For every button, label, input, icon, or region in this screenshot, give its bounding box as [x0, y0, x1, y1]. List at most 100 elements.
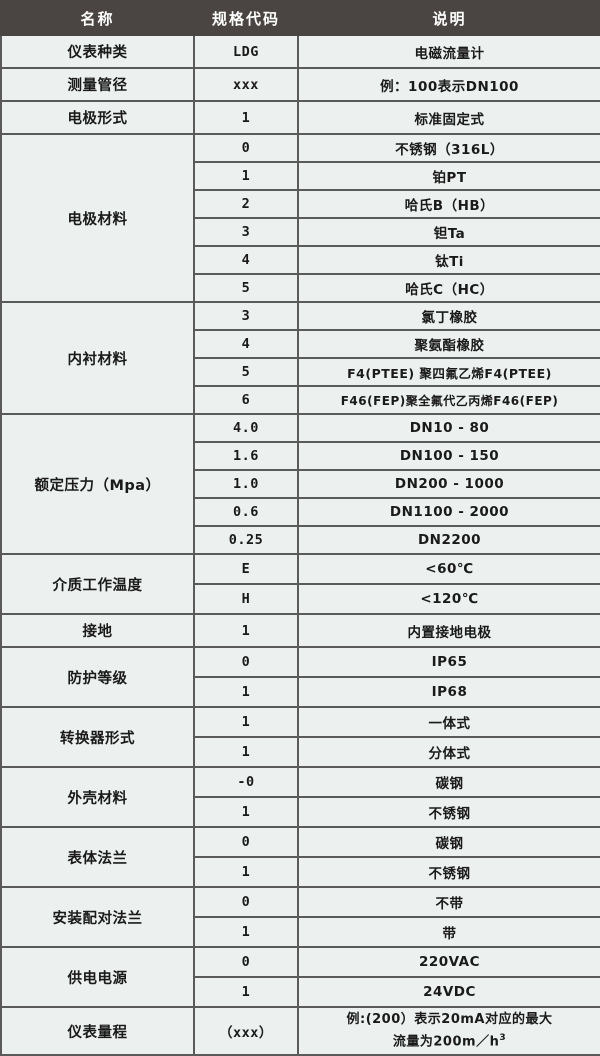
row-description: DN200 - 1000 [297, 469, 600, 499]
row-description: DN100 - 150 [297, 441, 600, 471]
row-code: 1 [193, 736, 299, 768]
row-name-mating-flange: 安装配对法兰 [0, 886, 195, 948]
row-description: 铂PT [297, 161, 600, 191]
table-row: H <120℃ [1, 583, 600, 615]
row-code: 3 [193, 217, 299, 247]
row-code: 3 [193, 301, 299, 331]
row-code: 4 [193, 329, 299, 359]
row-description: 哈氏C（HC） [297, 273, 600, 303]
column-header-code: 规格代码 [193, 0, 299, 36]
row-name-body-flange: 表体法兰 [0, 826, 195, 888]
table-body: 仪表种类 LDG 电磁流量计 测量管径 xxx 例：100表示DN100 电极形… [0, 34, 600, 1056]
row-code: 5 [193, 273, 299, 303]
row-code: 1 [193, 856, 299, 888]
row-code: 1 [193, 796, 299, 828]
row-description: 例:(200）表示20mA对应的最大 流量为200m／h3 [297, 1006, 600, 1056]
table-row: 6 F46(FEP)聚全氟代乙丙烯F46(FEP) [1, 385, 600, 415]
row-name-lining-material: 内衬材料 [0, 301, 195, 415]
row-description: 内置接地电极 [297, 613, 600, 648]
row-name-protection-grade: 防护等级 [0, 646, 195, 708]
table-row: 0.6 DN1100 - 2000 [1, 497, 600, 527]
table-row: 仪表量程 （xxx） 例:(200）表示20mA对应的最大 流量为200m／h3 [0, 1006, 600, 1056]
row-description: 钛Ti [297, 245, 600, 275]
row-description: <120℃ [297, 583, 600, 615]
row-description: 不锈钢 [297, 796, 600, 828]
row-code: LDG [193, 34, 299, 69]
table-row: 安装配对法兰 0 不带 [0, 886, 600, 948]
row-name-converter-form: 转换器形式 [0, 706, 195, 768]
row-code: 0 [193, 886, 299, 918]
row-code: xxx [193, 67, 299, 102]
row-code: 1 [193, 976, 299, 1008]
column-header-description: 说明 [297, 0, 600, 36]
row-code: 4.0 [193, 413, 299, 443]
table-row: 0.25 DN2200 [1, 525, 600, 555]
table-row: 3 钽Ta [1, 217, 600, 247]
table-row: 1 带 [1, 916, 600, 948]
row-code: 4 [193, 245, 299, 275]
row-name-electrode-material: 电极材料 [0, 133, 195, 303]
row-description: 带 [297, 916, 600, 948]
table-row: 外壳材料 -0 碳钢 [0, 766, 600, 828]
row-description: DN2200 [297, 525, 600, 555]
row-name-housing-material: 外壳材料 [0, 766, 195, 828]
row-description: 碳钢 [297, 766, 600, 798]
row-description: 碳钢 [297, 826, 600, 858]
row-description: IP68 [297, 676, 600, 708]
table-row: 1 不锈钢 [1, 856, 600, 888]
table-row: 4 钛Ti [1, 245, 600, 275]
row-name-grounding: 接地 [0, 613, 195, 648]
row-description: 标准固定式 [297, 100, 600, 135]
row-name-measuring-range: 仪表量程 [0, 1006, 195, 1056]
column-header-name: 名称 [0, 0, 195, 36]
range-desc-line-2: 流量为200m／h3 [299, 1031, 600, 1053]
row-description: DN10 - 80 [297, 413, 600, 443]
row-description: 钽Ta [297, 217, 600, 247]
row-description: 24VDC [297, 976, 600, 1008]
row-code: 2 [193, 189, 299, 219]
row-description: F4(PTEE) 聚四氟乙烯F4(PTEE) [297, 357, 600, 387]
row-description: 一体式 [297, 706, 600, 738]
row-name-instrument-type: 仪表种类 [0, 34, 195, 69]
row-description: 聚氨酯橡胶 [297, 329, 600, 359]
table-row: 仪表种类 LDG 电磁流量计 [0, 34, 600, 69]
row-code: 0 [193, 646, 299, 678]
row-description: 哈氏B（HB） [297, 189, 600, 219]
row-code: 1 [193, 100, 299, 135]
range-unit: ／h [476, 1034, 500, 1050]
row-description: IP65 [297, 646, 600, 678]
row-code: 5 [193, 357, 299, 387]
table-row: 供电电源 0 220VAC [0, 946, 600, 1008]
row-code: 6 [193, 385, 299, 415]
table-row: 5 F4(PTEE) 聚四氟乙烯F4(PTEE) [1, 357, 600, 387]
range-flow-value: 流量为200m [392, 1034, 477, 1050]
table-header: 名称 规格代码 说明 [0, 0, 600, 36]
header-row: 名称 规格代码 说明 [0, 0, 600, 36]
row-description: F46(FEP)聚全氟代乙丙烯F46(FEP) [297, 385, 600, 415]
table-row: 电极形式 1 标准固定式 [0, 100, 600, 135]
row-description: <60℃ [297, 553, 600, 585]
row-description: 不锈钢（316L） [297, 133, 600, 163]
row-description: 220VAC [297, 946, 600, 978]
row-code: H [193, 583, 299, 615]
row-code: 1.0 [193, 469, 299, 499]
row-code: E [193, 553, 299, 585]
row-name-medium-temperature: 介质工作温度 [0, 553, 195, 615]
row-description: 不锈钢 [297, 856, 600, 888]
row-description: 氯丁橡胶 [297, 301, 600, 331]
row-code: 1 [193, 706, 299, 738]
row-code: 1 [193, 916, 299, 948]
table-row: 防护等级 0 IP65 [0, 646, 600, 708]
row-name-electrode-form: 电极形式 [0, 100, 195, 135]
row-code: 1.6 [193, 441, 299, 471]
row-code: 0 [193, 133, 299, 163]
row-name-power-supply: 供电电源 [0, 946, 195, 1008]
row-code: （xxx） [193, 1006, 299, 1056]
row-description: DN1100 - 2000 [297, 497, 600, 527]
range-desc-line-1: 例:(200）表示20mA对应的最大 [346, 1011, 553, 1027]
row-description: 例：100表示DN100 [297, 67, 600, 102]
table-row: 1 不锈钢 [1, 796, 600, 828]
row-code: -0 [193, 766, 299, 798]
row-code: 1 [193, 161, 299, 191]
